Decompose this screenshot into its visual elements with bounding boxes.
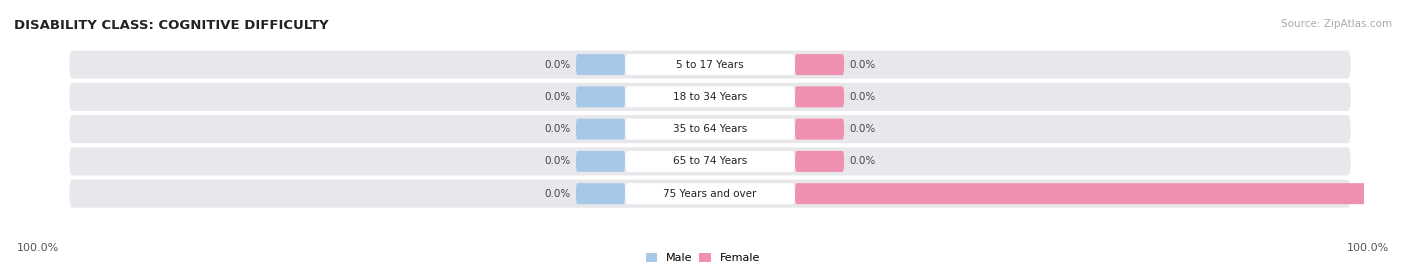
- Text: 0.0%: 0.0%: [544, 92, 571, 102]
- Legend: Male, Female: Male, Female: [647, 253, 759, 263]
- FancyBboxPatch shape: [794, 183, 1406, 204]
- Text: 100.0%: 100.0%: [1396, 189, 1406, 199]
- FancyBboxPatch shape: [576, 151, 626, 172]
- FancyBboxPatch shape: [626, 54, 794, 75]
- FancyBboxPatch shape: [69, 115, 1351, 143]
- Text: 0.0%: 0.0%: [544, 59, 571, 70]
- FancyBboxPatch shape: [626, 151, 794, 172]
- Text: 100.0%: 100.0%: [1347, 243, 1389, 253]
- FancyBboxPatch shape: [794, 151, 844, 172]
- Text: 0.0%: 0.0%: [849, 124, 876, 134]
- FancyBboxPatch shape: [794, 54, 844, 75]
- Text: 0.0%: 0.0%: [849, 92, 876, 102]
- Text: 65 to 74 Years: 65 to 74 Years: [673, 156, 747, 167]
- Text: 0.0%: 0.0%: [544, 124, 571, 134]
- Text: 0.0%: 0.0%: [849, 156, 876, 167]
- Text: 5 to 17 Years: 5 to 17 Years: [676, 59, 744, 70]
- FancyBboxPatch shape: [626, 119, 794, 140]
- Text: 0.0%: 0.0%: [544, 189, 571, 199]
- FancyBboxPatch shape: [69, 51, 1351, 79]
- FancyBboxPatch shape: [576, 54, 626, 75]
- FancyBboxPatch shape: [69, 83, 1351, 111]
- Text: 75 Years and over: 75 Years and over: [664, 189, 756, 199]
- Text: DISABILITY CLASS: COGNITIVE DIFFICULTY: DISABILITY CLASS: COGNITIVE DIFFICULTY: [14, 19, 329, 32]
- Text: 0.0%: 0.0%: [849, 59, 876, 70]
- Text: 0.0%: 0.0%: [544, 156, 571, 167]
- FancyBboxPatch shape: [626, 183, 794, 204]
- FancyBboxPatch shape: [576, 86, 626, 107]
- Text: 18 to 34 Years: 18 to 34 Years: [673, 92, 747, 102]
- Text: 35 to 64 Years: 35 to 64 Years: [673, 124, 747, 134]
- Text: Source: ZipAtlas.com: Source: ZipAtlas.com: [1281, 19, 1392, 29]
- FancyBboxPatch shape: [69, 180, 1351, 208]
- FancyBboxPatch shape: [794, 86, 844, 107]
- FancyBboxPatch shape: [576, 119, 626, 140]
- Text: 100.0%: 100.0%: [17, 243, 59, 253]
- FancyBboxPatch shape: [69, 147, 1351, 175]
- FancyBboxPatch shape: [576, 183, 626, 204]
- FancyBboxPatch shape: [626, 86, 794, 107]
- FancyBboxPatch shape: [794, 119, 844, 140]
